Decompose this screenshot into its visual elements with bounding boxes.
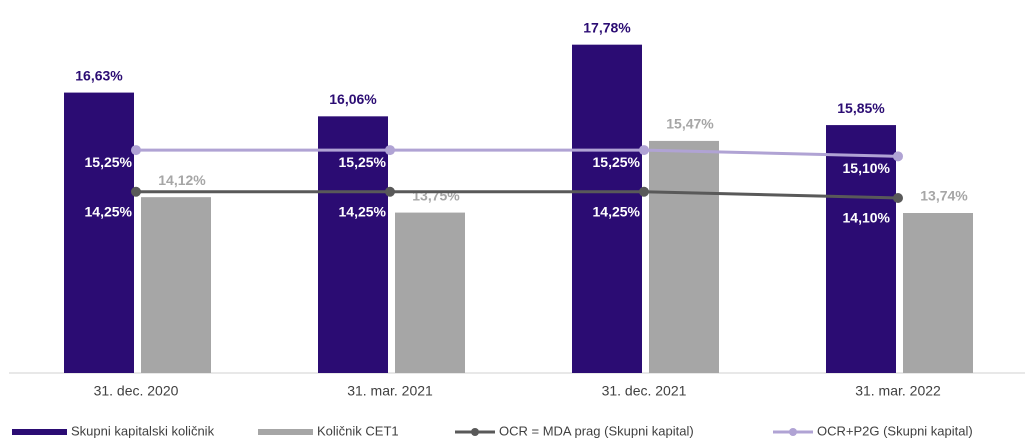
x-tick-label: 31. dec. 2020	[94, 383, 179, 399]
value-label: 15,10%	[843, 160, 891, 176]
bar	[318, 116, 388, 373]
value-label: 17,78%	[583, 19, 631, 35]
value-label: 14,25%	[593, 203, 641, 219]
legend-label: OCR+P2G (Skupni kapital)	[817, 423, 973, 438]
line	[136, 148, 899, 158]
bar	[826, 125, 896, 373]
legend-swatch	[12, 429, 67, 435]
value-label: 16,06%	[329, 91, 377, 107]
legend-swatch	[258, 429, 313, 435]
value-label: 15,85%	[837, 100, 885, 116]
value-label: 14,25%	[85, 203, 133, 219]
line-point	[639, 145, 649, 156]
line-point	[385, 186, 395, 197]
line-point	[639, 186, 649, 197]
bar	[64, 92, 134, 373]
line-point	[131, 186, 141, 197]
bar	[903, 213, 973, 373]
value-label: 13,75%	[412, 187, 460, 203]
x-tick-label: 31. dec. 2021	[602, 383, 687, 399]
bar	[649, 140, 719, 373]
legend-label: OCR = MDA prag (Skupni kapital)	[499, 423, 694, 438]
line-point	[131, 145, 141, 156]
value-label: 16,63%	[75, 67, 123, 83]
legend-swatch	[471, 428, 479, 436]
line-point	[893, 193, 903, 203]
legend-label: Skupni kapitalski količnik	[71, 423, 215, 438]
legend-label: Količnik CET1	[317, 423, 399, 438]
x-tick-label: 31. mar. 2021	[347, 383, 433, 399]
value-label: 15,25%	[593, 154, 641, 170]
value-label: 14,12%	[158, 172, 206, 188]
line-point	[385, 145, 395, 156]
value-label: 14,10%	[843, 210, 891, 226]
bar	[572, 44, 642, 374]
x-tick-label: 31. mar. 2022	[855, 383, 941, 399]
line	[136, 190, 899, 200]
value-label: 15,25%	[339, 154, 387, 170]
value-label: 15,47%	[666, 116, 714, 132]
value-label: 13,74%	[920, 188, 968, 204]
legend-swatch	[789, 428, 797, 436]
bar	[141, 197, 211, 373]
value-label: 15,25%	[85, 154, 133, 170]
value-label: 14,25%	[339, 203, 387, 219]
line-point	[893, 151, 903, 162]
bar	[395, 212, 465, 373]
